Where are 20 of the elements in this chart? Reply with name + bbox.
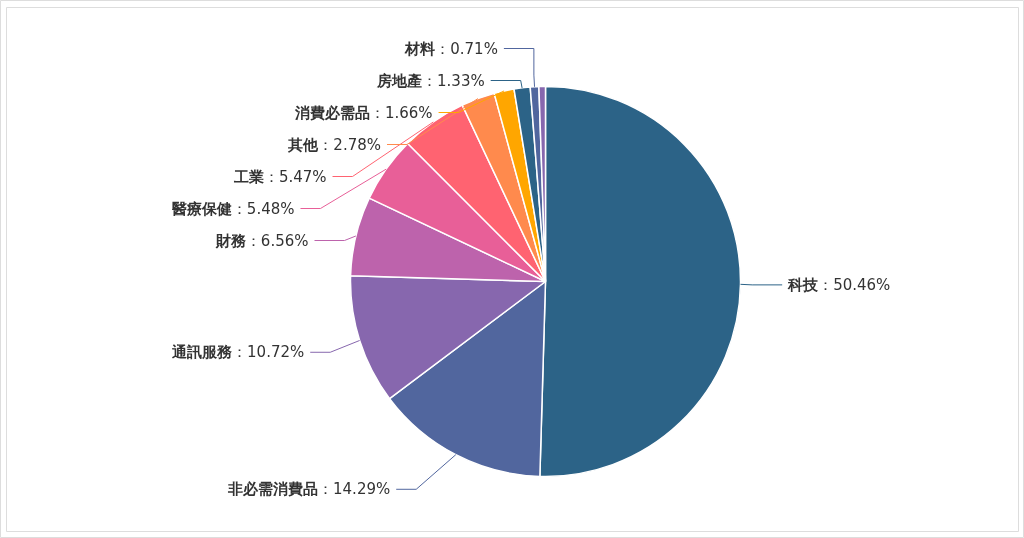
data-label: ：5.47% [263,167,327,186]
slice-label: 通訊服務 [171,343,234,362]
data-label: ：0.71% [435,39,498,58]
data-label: ：5.48% [231,199,295,218]
data-label: ：6.56% [245,231,309,250]
data-label: ：14.29% [318,480,391,499]
data-label: ：10.72% [232,343,305,362]
slice-label: 科技 [787,275,820,294]
data-label: ：50.46% [818,275,891,294]
slice-label: 財務 [214,231,247,250]
slice-label: 房地產 [376,71,423,90]
slice-label: 非必需消費品 [227,480,319,499]
slice-label: 材料 [404,39,436,58]
slice-label: 消費必需品 [293,103,370,122]
data-label: ：1.66% [369,103,433,122]
data-label: ：2.78% [318,135,382,154]
slice-label: 醫療保健 [171,199,232,218]
slice-label: 工業 [232,167,264,186]
slice-label: 其他 [287,135,320,154]
data-label: ：1.33% [422,71,485,90]
